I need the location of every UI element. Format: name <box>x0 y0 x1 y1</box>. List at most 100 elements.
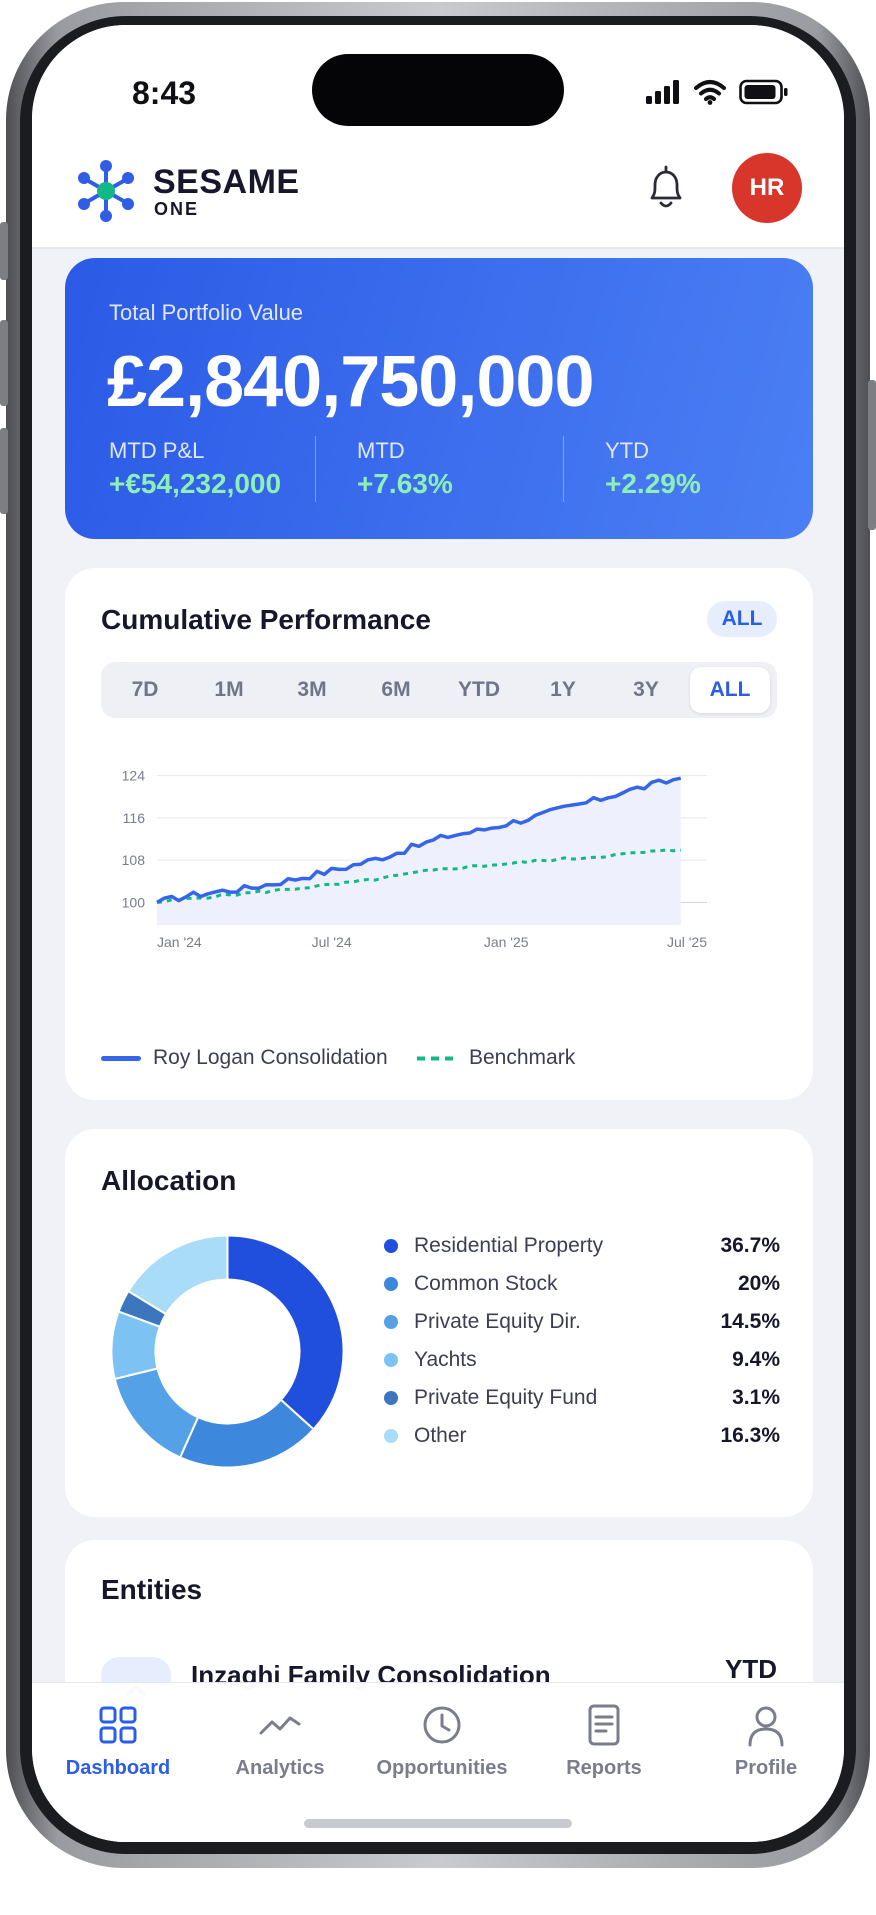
allocation-label: Private Equity Dir. <box>414 1310 581 1333</box>
tab-opportunities[interactable]: Opportunities <box>362 1703 522 1780</box>
allocation-pct: 3.1% <box>732 1386 780 1409</box>
side-button-action <box>0 222 8 280</box>
signal-icon <box>646 80 679 104</box>
allocation-dot <box>384 1277 398 1291</box>
sesame-logo-icon <box>78 160 134 222</box>
legend-label: Roy Logan Consolidation <box>153 1046 388 1069</box>
grid-icon <box>99 1706 137 1744</box>
avatar[interactable]: HR <box>732 153 802 223</box>
allocation-pct: 16.3% <box>720 1424 780 1447</box>
tab-label: Dashboard <box>65 1757 171 1779</box>
range-6m[interactable]: 6M <box>381 678 411 701</box>
allocation-row: Private Equity Dir. 14.5% <box>384 1307 780 1337</box>
series-line-portfolio <box>156 776 682 904</box>
tab-label: Analytics <box>235 1757 325 1779</box>
brand-name: SESAME <box>153 163 300 201</box>
donut-slice <box>127 1234 229 1316</box>
entity-column-ytd: YTD <box>725 1654 777 1684</box>
allocation-label: Private Equity Fund <box>414 1386 598 1409</box>
stat-value: +7.63% <box>357 468 453 499</box>
tab-label: Opportunities <box>376 1757 508 1779</box>
clock-icon <box>423 1706 461 1744</box>
allocation-title: Allocation <box>101 1165 237 1196</box>
allocation-pct: 20% <box>737 1272 780 1295</box>
donut-slice <box>178 1398 315 1469</box>
tab-reports[interactable]: Reports <box>524 1703 684 1780</box>
allocation-row: Other 16.3% <box>384 1421 780 1451</box>
legend-benchmark: Benchmark <box>417 1046 575 1070</box>
range-1m[interactable]: 1M <box>214 678 244 701</box>
stat-label: YTD <box>605 438 649 463</box>
stat-ytd: YTD +2.29% <box>605 438 701 500</box>
range-badge[interactable]: ALL <box>707 601 777 637</box>
range-7d[interactable]: 7D <box>131 678 159 701</box>
battery-icon <box>739 79 788 105</box>
tab-label: Reports <box>566 1757 642 1779</box>
donut-slice <box>226 1234 345 1431</box>
x-tick-label: Jul '25 <box>667 934 707 950</box>
allocation-label: Other <box>414 1424 467 1447</box>
allocation-donut-chart[interactable] <box>110 1234 345 1469</box>
range-3m[interactable]: 3M <box>297 678 327 701</box>
entities-title: Entities <box>101 1574 203 1605</box>
phone-screen: 8:43 <box>32 25 844 1842</box>
donut-slice <box>113 1367 200 1459</box>
allocation-dot <box>384 1391 398 1405</box>
performance-card: Cumulative Performance ALL 7D 1M 3M 6M Y… <box>65 568 813 1100</box>
home-indicator[interactable] <box>304 1819 572 1828</box>
trend-icon <box>259 1716 301 1735</box>
brand-subtitle: ONE <box>154 199 200 219</box>
allocation-dot <box>384 1353 398 1367</box>
legend-portfolio: Roy Logan Consolidation <box>101 1046 388 1070</box>
allocation-label: Common Stock <box>414 1272 558 1295</box>
y-tick-label: 116 <box>123 810 146 826</box>
performance-chart[interactable]: 100 108 116 124 Jan '24 Jul '24 Jan '25 Jul '25 <box>101 743 781 1003</box>
allocation-card: Allocation Residential Property 36.7% Co… <box>65 1129 813 1517</box>
range-1y[interactable]: 1Y <box>550 678 576 701</box>
status-bar: 8:43 <box>32 25 844 135</box>
portfolio-value: £2,840,750,000 <box>107 342 594 422</box>
legend-swatch-dashed <box>417 1056 457 1060</box>
allocation-label: Yachts <box>414 1348 477 1371</box>
status-time: 8:43 <box>132 75 197 111</box>
range-selector: 7D 1M 3M 6M YTD 1Y 3Y ALL <box>101 662 777 718</box>
stat-mtd: MTD +7.63% <box>357 438 453 500</box>
person-icon <box>748 1706 784 1747</box>
range-3y[interactable]: 3Y <box>633 678 659 701</box>
allocation-pct: 9.4% <box>732 1348 780 1371</box>
x-tick-label: Jan '25 <box>484 934 529 950</box>
side-button-volume-down <box>0 428 8 514</box>
tab-analytics[interactable]: Analytics <box>200 1703 360 1780</box>
stat-value: +€54,232,000 <box>109 468 282 499</box>
stat-label: MTD <box>357 438 405 463</box>
allocation-dot <box>384 1315 398 1329</box>
portfolio-value-card[interactable]: Total Portfolio Value £2,840,750,000 MTD… <box>65 258 813 539</box>
range-all[interactable]: ALL <box>690 667 770 713</box>
bell-icon[interactable] <box>643 164 689 212</box>
range-ytd[interactable]: YTD <box>458 678 500 701</box>
allocation-row: Common Stock 20% <box>384 1269 780 1299</box>
side-button-volume-up <box>0 320 8 406</box>
stat-divider <box>315 436 316 502</box>
tab-dashboard[interactable]: Dashboard <box>38 1703 198 1780</box>
stat-label: MTD P&L <box>109 438 205 463</box>
x-tick-label: Jul '24 <box>312 934 352 950</box>
wifi-icon <box>694 80 726 105</box>
status-icons <box>645 79 789 105</box>
allocation-label: Residential Property <box>414 1234 604 1257</box>
tab-label: Profile <box>734 1757 798 1779</box>
legend-swatch-solid <box>101 1055 141 1061</box>
allocation-row: Private Equity Fund 3.1% <box>384 1383 780 1413</box>
legend-label: Benchmark <box>469 1046 576 1069</box>
allocation-row: Residential Property 36.7% <box>384 1231 780 1261</box>
side-button-power <box>868 380 876 530</box>
stat-mtd-pnl: MTD P&L +€54,232,000 <box>109 438 281 500</box>
x-tick-label: Jan '24 <box>157 934 202 950</box>
tab-profile[interactable]: Profile <box>686 1703 844 1780</box>
performance-title: Cumulative Performance <box>101 604 431 635</box>
y-tick-label: 100 <box>122 894 146 910</box>
stat-divider <box>563 436 564 502</box>
tab-bar: Dashboard Analytics Opportunities Report… <box>32 1682 844 1842</box>
app-header: SESAME ONE HR <box>32 135 844 249</box>
series-line-benchmark <box>156 848 681 904</box>
